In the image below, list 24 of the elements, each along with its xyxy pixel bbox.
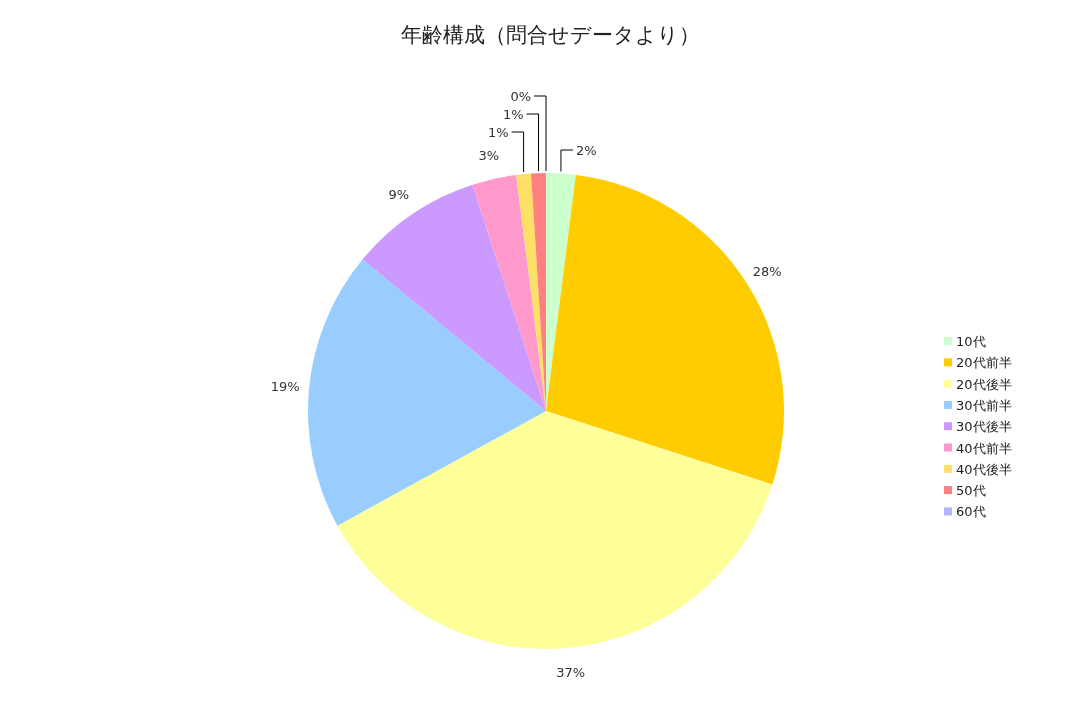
- pie-slice: [472, 174, 546, 411]
- legend-label: 40代後半: [956, 461, 1012, 477]
- legend-label: 40代前半: [956, 440, 1012, 456]
- data-label: 1%: [487, 125, 509, 140]
- pie-slice: [362, 184, 546, 411]
- data-label: 1%: [502, 107, 524, 122]
- data-label: 37%: [556, 664, 586, 680]
- legend-label: 50代: [956, 483, 986, 499]
- data-label: 3%: [478, 148, 500, 164]
- legend-label: 60代: [956, 504, 986, 520]
- legend-label: 30代前半: [956, 397, 1012, 413]
- legend-label: 10代: [956, 334, 986, 349]
- pie-slice: [337, 411, 773, 649]
- data-label: 19%: [270, 379, 300, 395]
- data-label: 9%: [388, 187, 410, 203]
- chart-title: 年齢構成（問合せデータより）: [400, 23, 700, 47]
- legend-label: 30代後半: [956, 419, 1012, 435]
- legend-label: 20代前半: [956, 355, 1012, 371]
- legend-label: 20代後半: [956, 376, 1012, 392]
- text: 0%: [510, 89, 531, 104]
- pie-slice: [546, 174, 784, 485]
- data-label: 2%: [575, 143, 597, 158]
- pie-slice: [308, 259, 546, 526]
- data-label: 28%: [752, 263, 782, 279]
